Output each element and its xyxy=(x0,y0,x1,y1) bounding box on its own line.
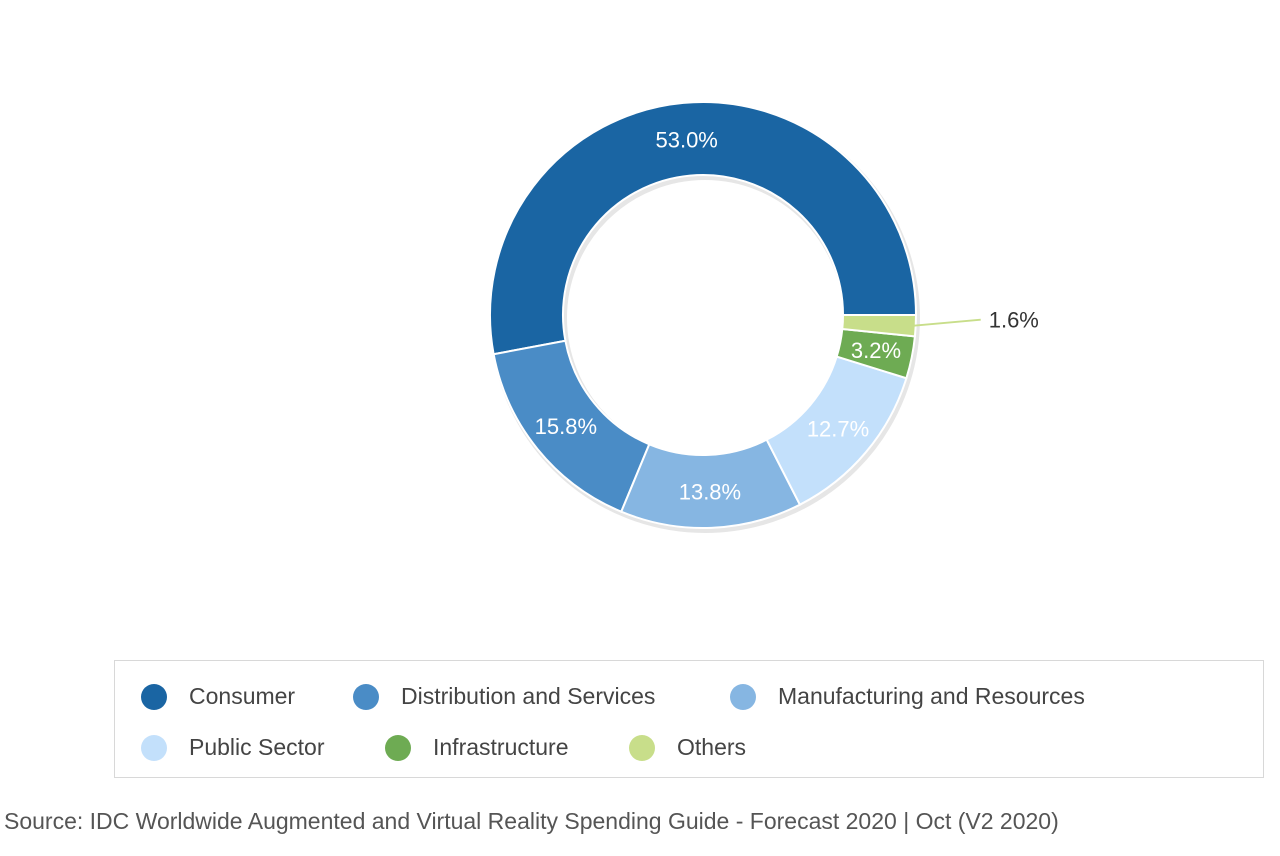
donut-chart-svg: 53.0% 15.8% 13.8% 12.7% 3.2% 1.6% xyxy=(489,101,1039,533)
legend-dot-public-sector xyxy=(141,734,167,761)
chart-legend: Consumer Distribution and Services Manuf… xyxy=(114,660,1264,778)
donut-chart: 53.0% 15.8% 13.8% 12.7% 3.2% 1.6% xyxy=(489,101,1039,533)
legend-label-public-sector: Public Sector xyxy=(189,734,325,760)
legend-dot-infrastructure xyxy=(385,734,411,761)
slice-label-public-sector: 12.7% xyxy=(807,417,869,442)
legend-dot-others xyxy=(629,734,655,761)
legend-label-distribution-and-services: Distribution and Services xyxy=(401,683,656,709)
source-note: Source: IDC Worldwide Augmented and Virt… xyxy=(4,808,1059,834)
slice-label-others: 1.6% xyxy=(989,308,1039,333)
legend-dot-consumer xyxy=(141,683,167,710)
legend-item-manufacturing-and-resources[interactable]: Manufacturing and Resources xyxy=(730,683,1085,710)
slice-label-infrastructure: 3.2% xyxy=(851,338,901,363)
legend-item-infrastructure[interactable]: Infrastructure xyxy=(385,734,569,761)
legend-item-others[interactable]: Others xyxy=(629,734,746,761)
legend-dot-manufacturing-and-resources xyxy=(730,683,756,710)
legend-item-public-sector[interactable]: Public Sector xyxy=(141,734,325,761)
legend-label-others: Others xyxy=(677,734,747,760)
legend-label-infrastructure: Infrastructure xyxy=(433,734,569,760)
donut-slice-consumer[interactable] xyxy=(489,101,918,356)
legend-label-consumer: Consumer xyxy=(189,683,296,709)
leader-line-others xyxy=(913,318,981,327)
legend-label-manufacturing-and-resources: Manufacturing and Resources xyxy=(778,683,1085,709)
slice-label-manufacturing-and-resources: 13.8% xyxy=(679,479,741,504)
slice-label-consumer: 53.0% xyxy=(655,127,717,152)
donut-slice-others[interactable] xyxy=(841,314,918,338)
slice-label-distribution-and-services: 15.8% xyxy=(535,414,597,439)
legend-dot-distribution-and-services xyxy=(353,683,379,710)
legend-item-distribution-and-services[interactable]: Distribution and Services xyxy=(353,683,655,710)
legend-item-consumer[interactable]: Consumer xyxy=(141,683,295,710)
